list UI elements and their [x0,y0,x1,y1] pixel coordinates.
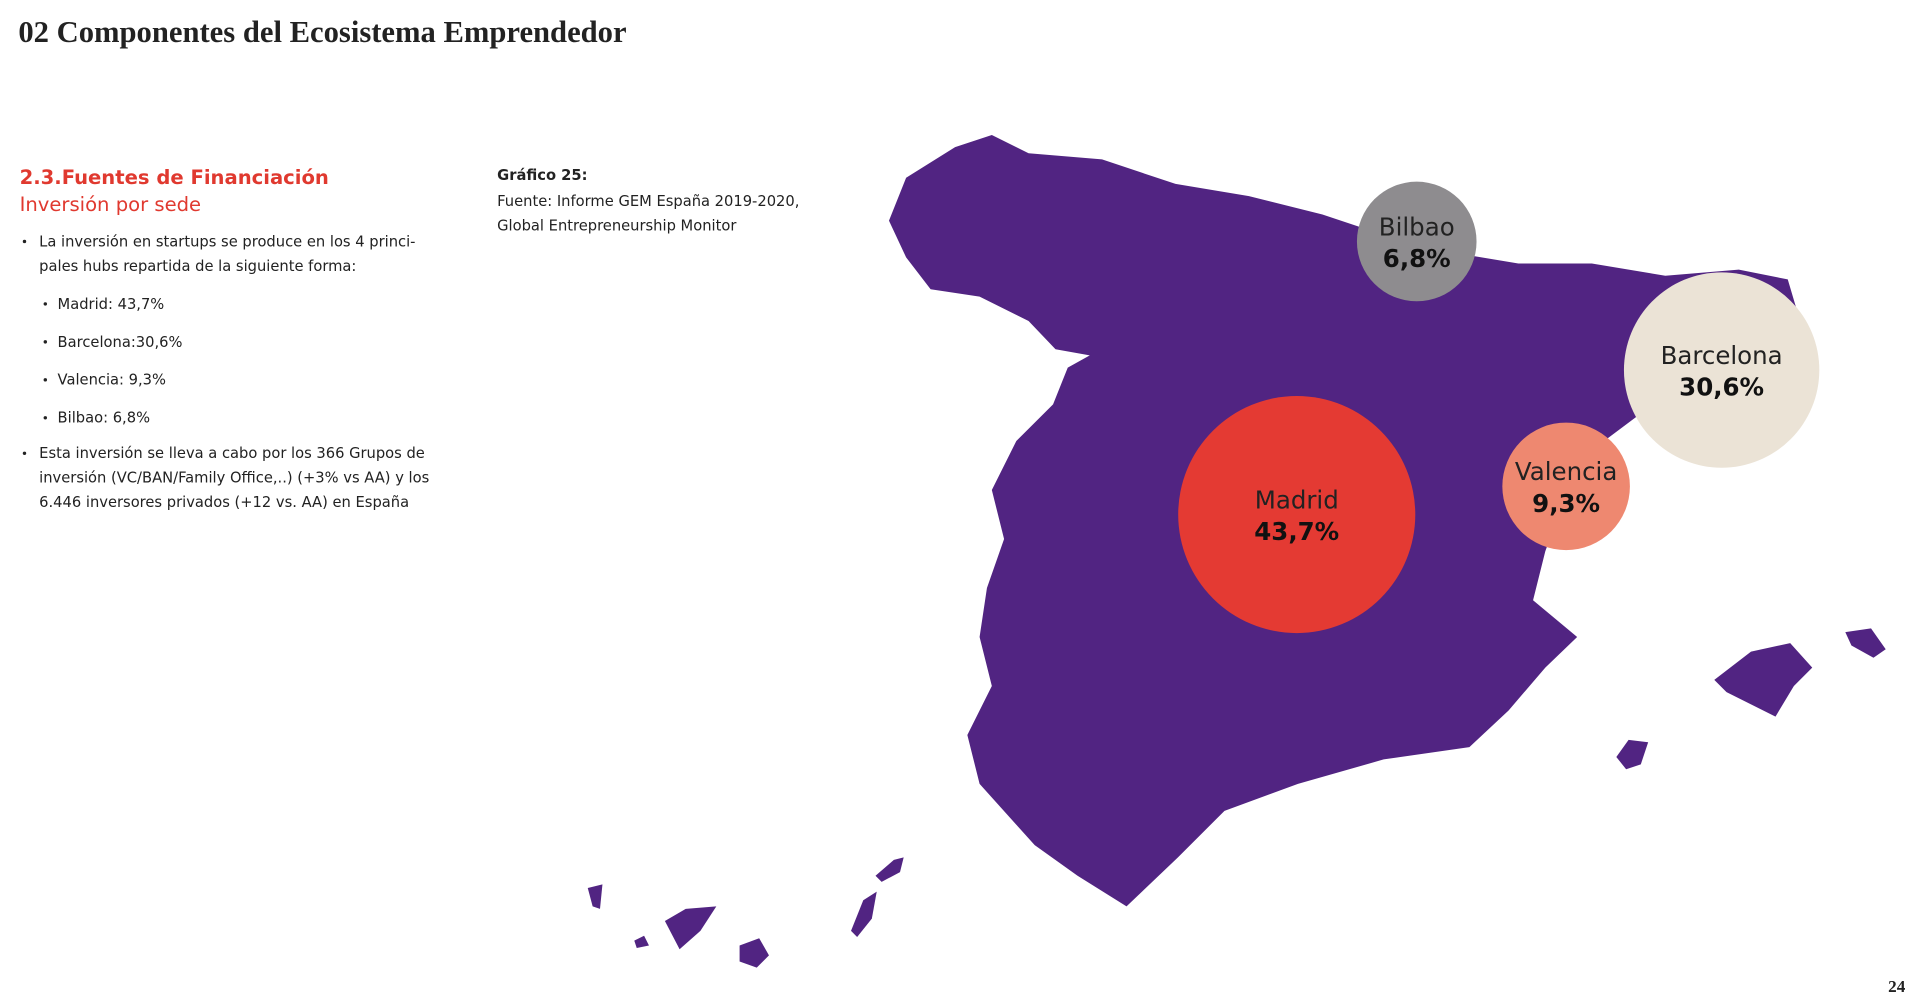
hub-name: Madrid [1255,485,1339,514]
hub-bubble [1623,272,1820,468]
hub-value: 6,8% [1383,244,1451,273]
page-number: 24 [1888,977,1906,996]
hub-list-item: Barcelona:30,6% [58,334,183,351]
section-subheading: Inversión por sede [20,193,202,216]
hub-name: Bilbao [1379,212,1455,241]
island [1845,628,1886,658]
hub-bubble [1502,422,1630,551]
hub-bubble [1178,395,1416,634]
slide-title: 02 Componentes del Ecosistema Emprendedo… [18,15,626,49]
island [1616,739,1649,770]
body-text: La inversión en startups se produce en l… [39,233,415,250]
island [875,857,904,882]
island [634,935,649,948]
caption-label: Gráfico 25: [497,167,587,184]
island [739,938,769,968]
hub-bubble [1356,181,1477,302]
bullet [43,416,48,420]
body-text: 6.446 inversores privados (+12 vs. AA) e… [39,494,409,511]
island [851,891,877,937]
hub-value: 9,3% [1532,489,1600,518]
hub-list-item: Madrid: 43,7% [58,296,165,313]
island [664,906,717,950]
section-heading: 2.3.Fuentes de Financiación [20,166,329,189]
hub-bubbles: Bilbao 6,8% Barcelona 30,6% Valencia 9,3% Madr… [1178,181,1820,634]
hub-name: Valencia [1515,457,1617,486]
bullet [43,378,48,382]
hub-name: Barcelona [1661,341,1783,370]
caption-source: Fuente: Informe GEM España 2019-2020, [497,193,799,210]
hub-value: 43,7% [1254,517,1339,546]
island [587,884,603,909]
hub-value: 30,6% [1679,373,1764,402]
caption-source: Global Entrepreneurship Monitor [497,217,737,234]
bullet [43,340,48,344]
body-text: pales hubs repartida de la siguiente for… [39,258,356,275]
hub-list-item: Valencia: 9,3% [58,372,166,389]
text-block: La inversión en startups se produce en l… [22,233,429,511]
hub-list-item: Bilbao: 6,8% [58,410,151,427]
island [1714,643,1813,717]
bullet [22,451,27,456]
body-text: inversión (VC/BAN/Family Office,..) (+3%… [39,470,429,487]
bullet [22,239,27,244]
body-text: Esta inversión se lleva a cabo por los 3… [39,445,425,462]
bullet [43,302,48,306]
